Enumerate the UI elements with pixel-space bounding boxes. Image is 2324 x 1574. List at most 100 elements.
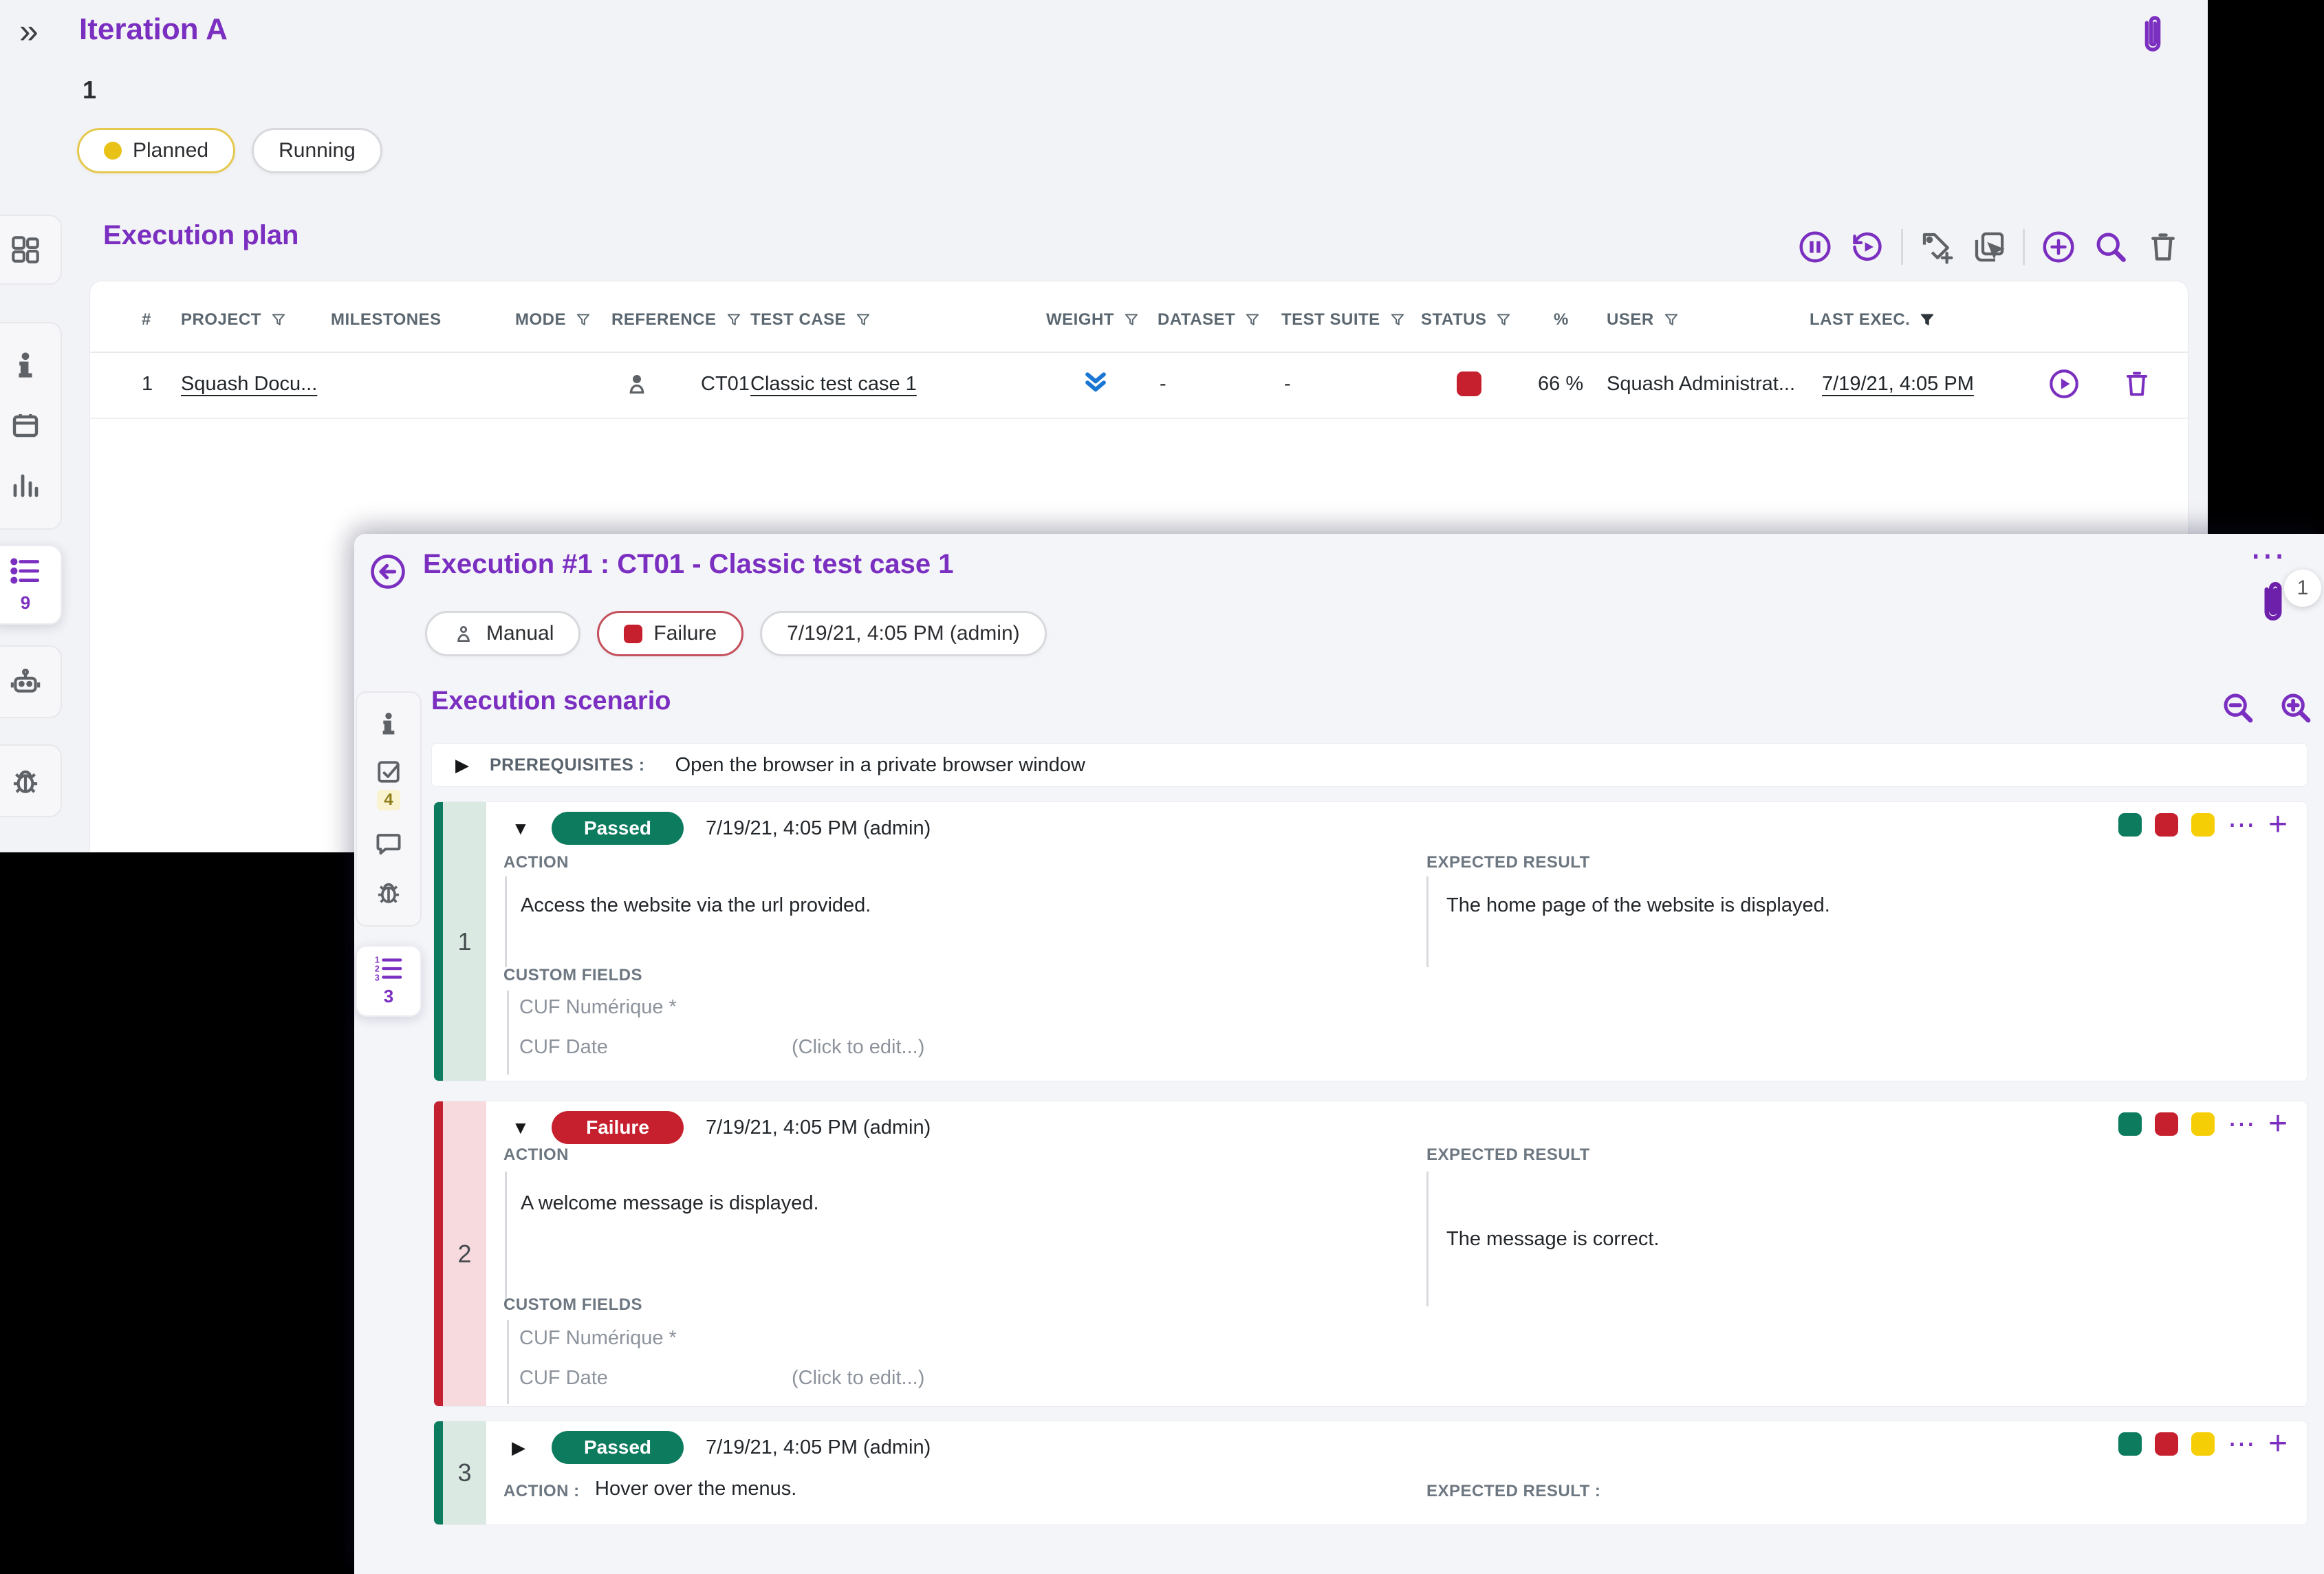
set-blocked-button[interactable] bbox=[2191, 813, 2215, 837]
action-text[interactable]: A welcome message is displayed. bbox=[505, 1172, 1358, 1306]
add-step-button[interactable]: + bbox=[2268, 1112, 2288, 1136]
filter-icon bbox=[1495, 311, 1512, 329]
toolbar-divider bbox=[1901, 229, 1903, 265]
row-delete-button[interactable] bbox=[2120, 353, 2153, 415]
action-label: ACTION bbox=[503, 853, 569, 872]
tab-information[interactable] bbox=[375, 711, 402, 738]
expected-result-text[interactable]: The message is correct. bbox=[1426, 1172, 2266, 1306]
row-test-case-link[interactable]: Classic test case 1 bbox=[750, 353, 917, 415]
step-number: 2 bbox=[443, 1101, 486, 1406]
step-status-buttons: ⋯ + bbox=[2118, 813, 2288, 837]
tab-comments[interactable] bbox=[373, 828, 404, 859]
step-number: 3 bbox=[443, 1421, 486, 1524]
cuf-date-value[interactable]: (Click to edit...) bbox=[792, 1367, 924, 1390]
row-project-link[interactable]: Squash Docu... bbox=[181, 353, 317, 415]
sidebar-item-planning[interactable] bbox=[9, 409, 42, 442]
col-reference[interactable]: REFERENCE bbox=[611, 310, 743, 330]
search-icon[interactable] bbox=[2092, 228, 2129, 266]
row-run-button[interactable] bbox=[2047, 353, 2081, 415]
planned-label: Planned bbox=[133, 139, 208, 162]
col-dataset[interactable]: DATASET bbox=[1158, 310, 1261, 330]
status-pill[interactable]: Failure bbox=[597, 611, 743, 656]
action-text[interactable]: Access the website via the url provided. bbox=[505, 876, 1358, 967]
custom-fields-block bbox=[507, 991, 509, 1075]
running-label: Running bbox=[279, 139, 356, 162]
tab-scenario[interactable]: 123 3 bbox=[356, 945, 422, 1017]
set-failure-button[interactable] bbox=[2155, 1432, 2178, 1456]
row-status[interactable] bbox=[1457, 353, 1481, 415]
set-blocked-button[interactable] bbox=[2191, 1432, 2215, 1456]
filter-icon bbox=[1389, 311, 1407, 329]
sidebar-item-dashboard[interactable] bbox=[0, 215, 62, 285]
add-step-button[interactable]: + bbox=[2268, 813, 2288, 837]
attachment-count-badge: 1 bbox=[2284, 570, 2321, 607]
tab-checklist[interactable]: 4 bbox=[373, 757, 404, 810]
cuf-numeric-label[interactable]: CUF Numérique * bbox=[519, 1327, 677, 1350]
set-passed-button[interactable] bbox=[2118, 1432, 2142, 1456]
status-failure-square bbox=[1457, 371, 1481, 396]
mode-pill: Manual bbox=[425, 611, 580, 656]
filter-active-icon bbox=[1918, 311, 1936, 329]
col-test-suite[interactable]: TEST SUITE bbox=[1281, 310, 1407, 330]
row-mode bbox=[623, 353, 651, 415]
add-circle-icon[interactable] bbox=[2040, 228, 2077, 266]
checklist-icon bbox=[373, 757, 404, 787]
col-mode[interactable]: MODE bbox=[515, 310, 592, 330]
delete-icon bbox=[2120, 367, 2153, 400]
svg-text:2: 2 bbox=[375, 964, 380, 973]
collapse-step-icon[interactable]: ▼ bbox=[512, 1117, 539, 1139]
zoom-in-icon[interactable] bbox=[2277, 689, 2314, 726]
planned-pill[interactable]: Planned bbox=[77, 128, 235, 173]
tab-issues[interactable] bbox=[373, 877, 404, 907]
prerequisites-bar: ▶ PREREQUISITES : Open the browser in a … bbox=[431, 743, 2307, 787]
step-count-badge: 3 bbox=[384, 986, 393, 1007]
step-more-menu-icon[interactable]: ⋯ bbox=[2228, 1112, 2255, 1136]
set-blocked-button[interactable] bbox=[2191, 1112, 2215, 1136]
row-last-exec-link[interactable]: 7/19/21, 4:05 PM bbox=[1822, 353, 1974, 415]
sidebar-item-dashboards[interactable] bbox=[9, 468, 42, 502]
expand-prerequisites-icon[interactable]: ▶ bbox=[455, 755, 469, 776]
tag-add-icon[interactable] bbox=[1918, 228, 1955, 266]
cuf-numeric-label[interactable]: CUF Numérique * bbox=[519, 996, 677, 1019]
rerun-icon[interactable] bbox=[1849, 228, 1886, 266]
back-button[interactable] bbox=[368, 552, 408, 592]
step-more-menu-icon[interactable]: ⋯ bbox=[2228, 1432, 2255, 1456]
collapse-panel-icon[interactable]: » bbox=[19, 11, 39, 51]
action-label: ACTION bbox=[503, 1145, 569, 1165]
more-menu-icon[interactable]: ⋯ bbox=[2250, 535, 2288, 576]
cuf-date-value[interactable]: (Click to edit...) bbox=[792, 1036, 924, 1059]
row-num: 1 bbox=[142, 353, 153, 415]
col-status[interactable]: STATUS bbox=[1421, 310, 1512, 330]
iteration-index: 1 bbox=[83, 76, 96, 105]
mass-execute-icon[interactable] bbox=[1970, 228, 2008, 266]
zoom-out-icon[interactable] bbox=[2219, 689, 2257, 726]
add-step-button[interactable]: + bbox=[2268, 1432, 2288, 1456]
col-last-exec[interactable]: LAST EXEC. bbox=[1810, 310, 1936, 330]
sidebar-item-automation[interactable] bbox=[0, 645, 62, 718]
execution-plan-toolbar bbox=[1796, 228, 2182, 266]
col-test-case[interactable]: TEST CASE bbox=[750, 310, 872, 330]
person-icon bbox=[452, 622, 475, 645]
col-user[interactable]: USER bbox=[1607, 310, 1680, 330]
expand-step-icon[interactable]: ▶ bbox=[512, 1437, 539, 1458]
set-failure-button[interactable] bbox=[2155, 1112, 2178, 1136]
delete-icon[interactable] bbox=[2144, 228, 2182, 266]
expected-result-text[interactable]: The home page of the website is displaye… bbox=[1426, 876, 2266, 967]
step-timestamp: 7/19/21, 4:05 PM (admin) bbox=[706, 1117, 931, 1139]
sidebar-item-issues[interactable] bbox=[0, 744, 62, 817]
step-more-menu-icon[interactable]: ⋯ bbox=[2228, 813, 2255, 837]
row-percent: 66 % bbox=[1538, 353, 1583, 415]
pause-icon[interactable] bbox=[1796, 228, 1834, 266]
set-failure-button[interactable] bbox=[2155, 813, 2178, 837]
attachments-paperclip-icon[interactable] bbox=[2133, 11, 2172, 56]
row-user: Squash Administrat... bbox=[1607, 353, 1795, 415]
set-passed-button[interactable] bbox=[2118, 1112, 2142, 1136]
sidebar-item-information[interactable] bbox=[10, 350, 41, 382]
sidebar-item-execution-plan[interactable]: 9 bbox=[0, 545, 62, 625]
col-weight[interactable]: WEIGHT bbox=[1046, 310, 1140, 330]
set-passed-button[interactable] bbox=[2118, 813, 2142, 837]
col-project[interactable]: PROJECT bbox=[181, 310, 287, 330]
collapse-step-icon[interactable]: ▼ bbox=[512, 818, 539, 839]
bar-chart-icon bbox=[9, 468, 42, 502]
running-pill[interactable]: Running bbox=[252, 128, 382, 173]
